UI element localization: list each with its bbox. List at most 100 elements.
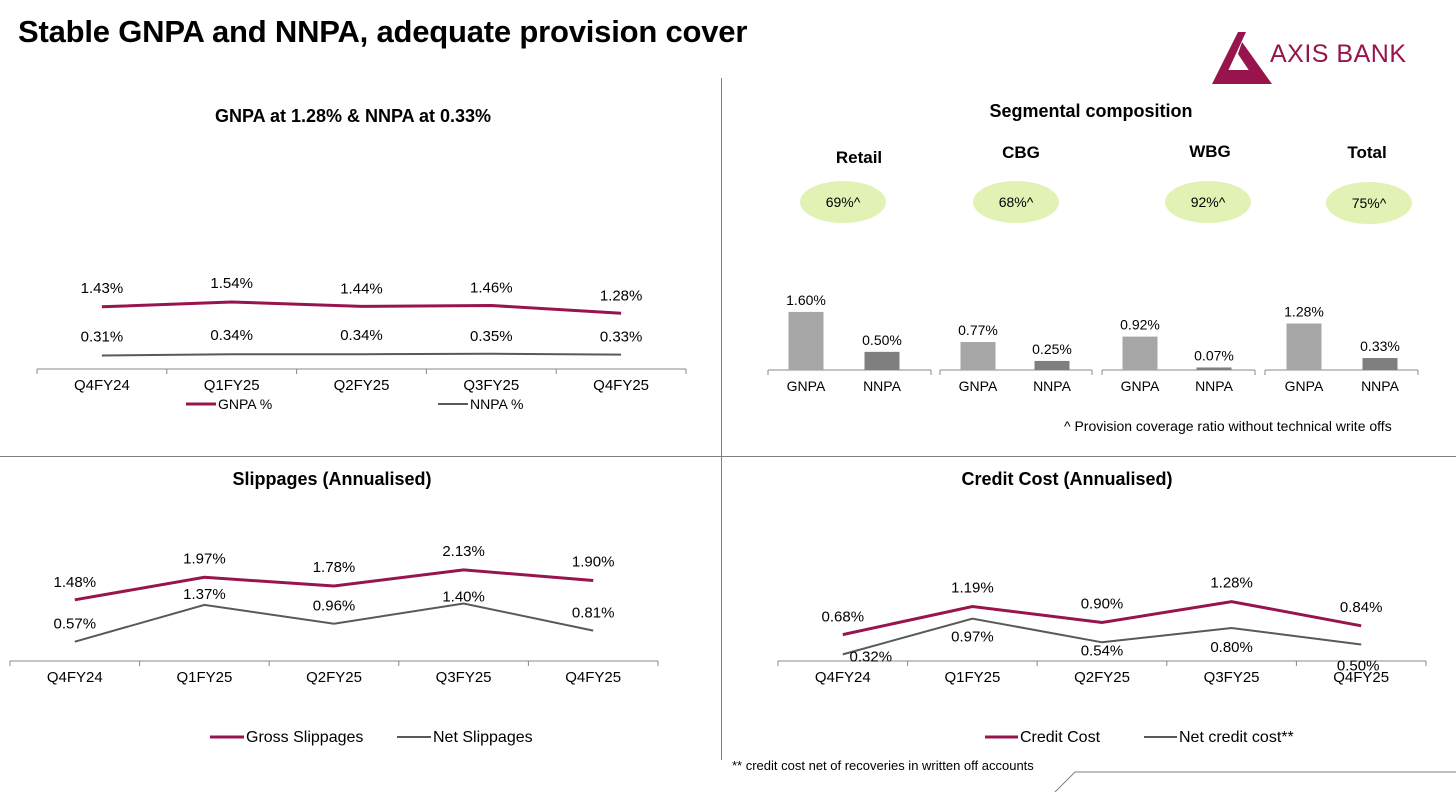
segment-header-total: Total <box>1347 143 1387 162</box>
pcr-value: 92%^ <box>1190 194 1226 210</box>
x-tick-label: Q3FY25 <box>463 377 519 394</box>
data-label: 0.68% <box>822 609 865 626</box>
data-label: 0.31% <box>81 329 124 346</box>
bar-nnpa <box>1362 358 1398 370</box>
bar-nnpa <box>1034 360 1070 370</box>
bar-category-label: GNPA <box>959 378 998 394</box>
bar-data-label: 1.60% <box>786 292 826 308</box>
data-label: 0.32% <box>850 648 893 665</box>
data-label: 0.81% <box>572 605 615 622</box>
credit-line-chart: Q4FY24 Q1FY25 Q2FY25 Q3FY25 Q4FY25 0.68% 1.19%… <box>777 575 1427 746</box>
series-line-primary <box>842 600 1362 637</box>
bar-data-label: 1.28% <box>1284 304 1324 320</box>
legend-label: Net credit cost** <box>1179 729 1294 746</box>
x-tick-label: Q1FY25 <box>944 669 1000 686</box>
legend-label: Net Slippages <box>433 729 533 746</box>
x-tick-label: Q1FY25 <box>204 377 260 394</box>
credit-chart-title: Credit Cost (Annualised) <box>961 469 1173 489</box>
x-tick-label: Q4FY24 <box>47 669 103 686</box>
data-label: 1.48% <box>54 574 97 591</box>
data-label: 1.97% <box>183 550 226 567</box>
data-label: 0.50% <box>1337 658 1380 675</box>
x-tick-label: Q4FY24 <box>74 377 130 394</box>
credit-cost-footnote: ** credit cost net of recoveries in writ… <box>732 758 1034 773</box>
data-label: 1.28% <box>1210 575 1253 592</box>
data-label: 1.37% <box>183 586 226 603</box>
bar-category-label: NNPA <box>863 378 902 394</box>
legend-label: GNPA % <box>218 396 272 412</box>
bar-nnpa <box>864 351 900 370</box>
bar-category-label: NNPA <box>1361 378 1400 394</box>
data-label: 0.97% <box>951 629 994 646</box>
x-tick-label: Q2FY25 <box>306 669 362 686</box>
series-line-primary <box>101 300 622 315</box>
data-label: 0.84% <box>1340 599 1383 616</box>
data-label: 0.33% <box>600 329 643 346</box>
data-label: 0.34% <box>340 327 383 344</box>
series-line-primary <box>74 568 594 602</box>
data-label: 1.90% <box>572 554 615 571</box>
bar-data-label: 0.50% <box>862 332 902 348</box>
data-label: 1.46% <box>470 279 513 296</box>
x-tick-label: Q2FY25 <box>1074 669 1130 686</box>
segment-header-retail: Retail <box>835 148 883 167</box>
data-label: 0.54% <box>1081 642 1124 659</box>
bar-nnpa <box>1196 367 1232 370</box>
data-label: 2.13% <box>442 543 485 560</box>
legend-label: Credit Cost <box>1020 729 1101 746</box>
x-tick-label: Q4FY25 <box>1333 669 1389 686</box>
segment-header-cbg: CBG <box>1002 143 1040 162</box>
brand-name: AXIS BANK <box>1270 40 1407 68</box>
x-tick-label: Q3FY25 <box>436 669 492 686</box>
data-label: 0.34% <box>210 327 253 344</box>
pcr-badge-retail: 69%^ <box>800 181 886 223</box>
legend-label: Gross Slippages <box>246 729 363 746</box>
data-label: 0.90% <box>1081 596 1124 613</box>
data-label: 1.40% <box>442 589 485 606</box>
bar-data-label: 0.07% <box>1194 347 1234 363</box>
npa-line-chart: Q4FY24 Q1FY25 Q2FY25 Q3FY25 Q4FY25 1.43% 1.54%… <box>36 275 687 412</box>
data-label: 1.54% <box>210 275 253 292</box>
series-line-secondary <box>101 352 622 357</box>
bar-gnpa <box>1286 323 1322 370</box>
bar-gnpa <box>788 311 824 370</box>
bar-category-label: GNPA <box>787 378 826 394</box>
horizontal-divider <box>0 456 1456 457</box>
data-label: 1.19% <box>951 580 994 597</box>
bar-gnpa <box>1122 336 1158 370</box>
bar-category-label: NNPA <box>1033 378 1072 394</box>
x-tick-label: Q4FY25 <box>593 377 649 394</box>
data-label: 0.80% <box>1210 639 1253 656</box>
x-tick-label: Q1FY25 <box>176 669 232 686</box>
pcr-badge-wbg: 92%^ <box>1165 181 1251 223</box>
x-tick-label: Q4FY25 <box>565 669 621 686</box>
segment-chart-title: Segmental composition <box>989 101 1193 121</box>
bar-data-label: 0.33% <box>1360 338 1400 354</box>
x-tick-label: Q3FY25 <box>1204 669 1260 686</box>
bar-gnpa <box>960 342 996 370</box>
data-label: 1.43% <box>81 280 124 297</box>
pcr-badge-total: 75%^ <box>1326 182 1412 224</box>
slippage-chart-title: Slippages (Annualised) <box>232 469 432 489</box>
vertical-divider <box>721 78 722 760</box>
bar-category-label: GNPA <box>1121 378 1160 394</box>
slippage-line-chart: Q4FY24 Q1FY25 Q2FY25 Q3FY25 Q4FY25 1.48% 1.97%… <box>9 543 659 746</box>
series-line-secondary <box>842 617 1362 656</box>
segment-footnote: ^ Provision coverage ratio without techn… <box>1064 418 1392 434</box>
bar-data-label: 0.25% <box>1032 341 1072 357</box>
pcr-value: 68%^ <box>998 194 1034 210</box>
slide-title: Stable GNPA and NNPA, adequate provision… <box>18 14 748 49</box>
pcr-badge-cbg: 68%^ <box>973 181 1059 223</box>
x-tick-label: Q2FY25 <box>334 377 390 394</box>
pcr-value: 75%^ <box>1351 195 1387 211</box>
data-label: 1.78% <box>313 559 356 576</box>
legend-label: NNPA % <box>470 396 523 412</box>
decorative-corner-line <box>1054 771 1456 792</box>
axis-bank-logo: AXIS BANK <box>1212 30 1432 86</box>
bar-data-label: 0.92% <box>1120 317 1160 333</box>
bar-data-label: 0.77% <box>958 322 998 338</box>
pcr-value: 69%^ <box>825 194 861 210</box>
data-label: 1.28% <box>600 287 643 304</box>
segment-header-wbg: WBG <box>1189 142 1231 161</box>
